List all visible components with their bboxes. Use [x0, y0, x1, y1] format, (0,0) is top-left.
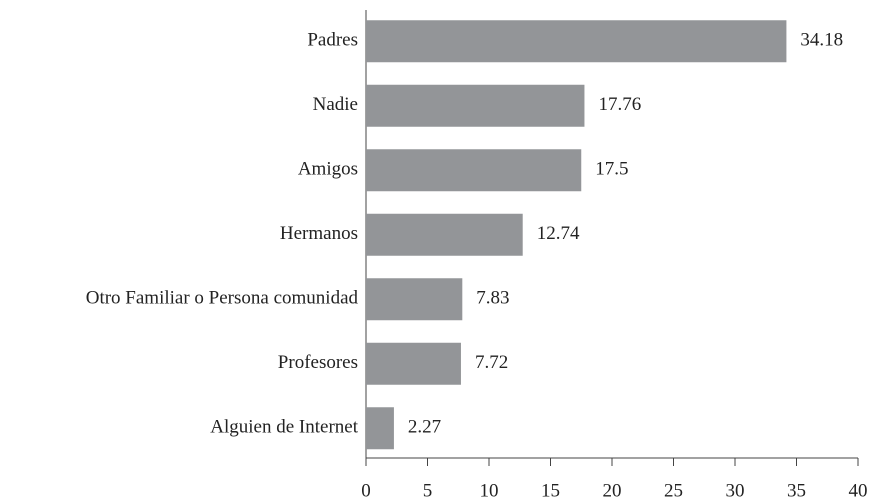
bar	[366, 149, 582, 192]
data-label: 17.5	[595, 159, 628, 180]
x-tick-label: 15	[541, 480, 560, 501]
x-tick-label: 20	[603, 480, 622, 501]
data-label: 17.76	[598, 94, 641, 115]
y-tick-label: Amigos	[298, 159, 358, 180]
data-label: 34.18	[800, 30, 843, 51]
x-tick-label: 30	[726, 480, 745, 501]
x-tick-label: 25	[664, 480, 683, 501]
data-label: 2.27	[408, 417, 441, 438]
bar	[366, 84, 585, 127]
x-tick-label: 5	[423, 480, 433, 501]
bar	[366, 213, 523, 256]
data-label: 12.74	[537, 223, 580, 244]
bar	[366, 342, 461, 385]
x-tick-label: 35	[787, 480, 806, 501]
bar	[366, 20, 787, 63]
y-tick-label: Profesores	[278, 352, 358, 373]
y-tick-label: Padres	[307, 30, 358, 51]
bar	[366, 407, 394, 450]
y-tick-label: Hermanos	[280, 223, 358, 244]
data-label: 7.72	[475, 352, 508, 373]
x-tick-label: 10	[480, 480, 499, 501]
data-label: 7.83	[476, 288, 509, 309]
y-tick-label: Otro Familiar o Persona comunidad	[86, 288, 359, 309]
x-tick-label: 0	[361, 480, 371, 501]
bar	[366, 278, 463, 321]
x-tick-label: 40	[849, 480, 868, 501]
y-tick-label: Nadie	[313, 94, 358, 115]
y-tick-label: Alguien de Internet	[210, 417, 358, 438]
